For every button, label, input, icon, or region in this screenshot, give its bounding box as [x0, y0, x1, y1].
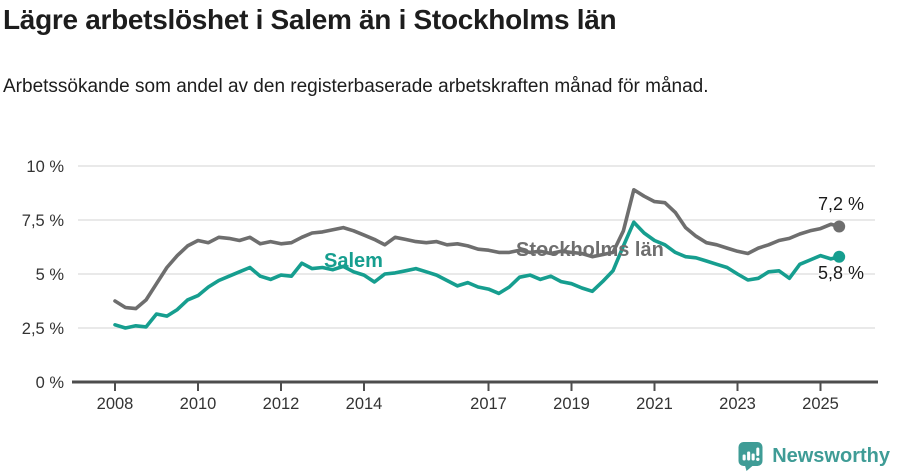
end-value-label-stockholms-lan: 7,2 %: [818, 194, 865, 214]
x-axis-tick-label: 2019: [553, 395, 590, 413]
series-end-dot: [833, 250, 846, 263]
chart-title: Lägre arbetslöshet i Salem än i Stockhol…: [3, 4, 617, 35]
y-axis-tick-label: 5 %: [36, 266, 65, 284]
y-axis-tick-label: 7,5 %: [22, 212, 65, 230]
x-axis-tick-label: 2012: [263, 395, 300, 413]
chart-subtitle: Arbetssökande som andel av den registerb…: [3, 76, 709, 97]
y-axis-tick-label: 2,5 %: [22, 320, 65, 338]
x-axis-tick-label: 2010: [180, 395, 217, 413]
newsworthy-wordmark: Newsworthy: [772, 444, 890, 467]
x-axis-tick-label: 2023: [719, 395, 756, 413]
x-axis-tick-label: 2025: [802, 395, 839, 413]
x-axis-tick-label: 2008: [97, 395, 134, 413]
y-axis-tick-label: 10 %: [26, 158, 64, 176]
y-axis-tick-label: 0 %: [36, 374, 65, 392]
x-axis-tick-label: 2014: [346, 395, 383, 413]
newsworthy-speech-bubble-bar-chart-icon: [738, 442, 763, 471]
x-axis-tick-label: 2021: [636, 395, 673, 413]
newsworthy-logo[interactable]: Newsworthy: [737, 441, 890, 471]
end-value-label-salem: 5,8 %: [818, 263, 865, 283]
series-label-salem: Salem: [324, 250, 383, 272]
x-axis-tick-label: 2017: [470, 395, 507, 413]
series-label-stockholms-lan: Stockholms län: [516, 239, 664, 261]
series-end-dot: [833, 220, 846, 233]
